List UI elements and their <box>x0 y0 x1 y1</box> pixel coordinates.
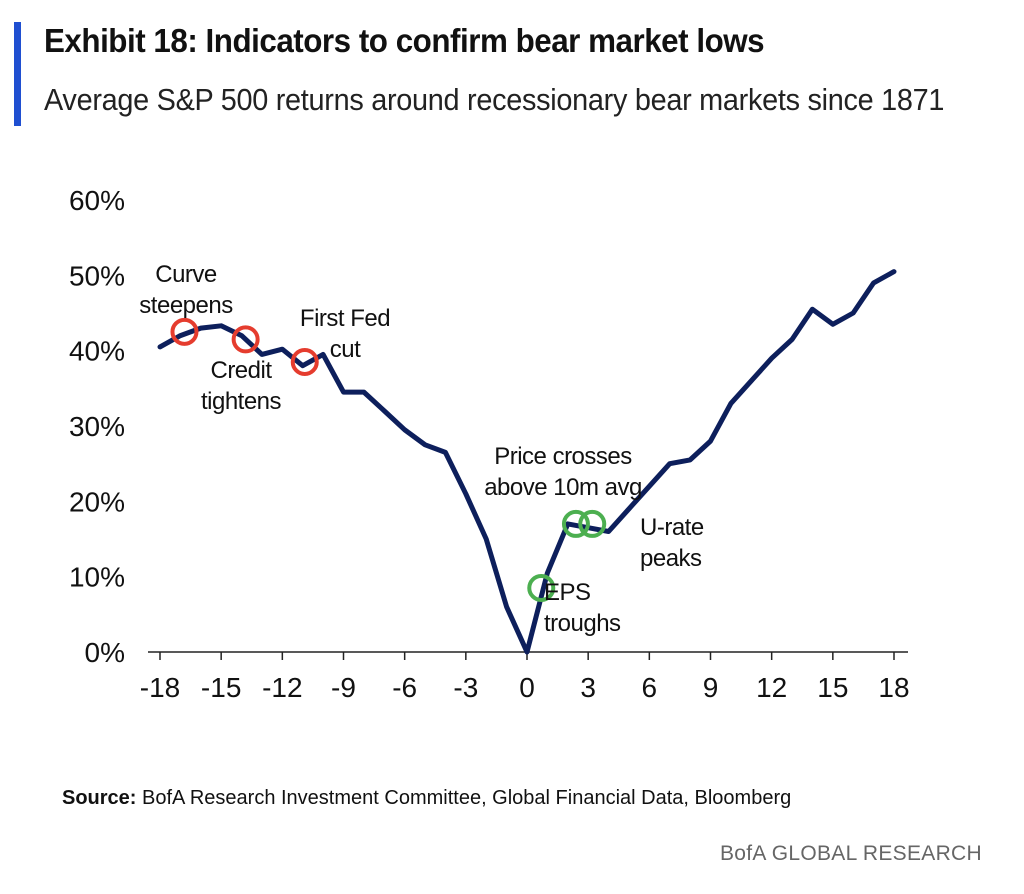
annotation-marker <box>231 325 260 354</box>
x-tick-label: -12 <box>262 672 302 703</box>
annotation-markers <box>170 317 607 602</box>
annotation-marker <box>170 317 199 346</box>
x-tick-label: -9 <box>331 672 356 703</box>
annotation-marker <box>527 573 556 602</box>
y-tick-label: 30% <box>69 411 125 442</box>
y-tick-label: 40% <box>69 336 125 367</box>
annotation-label: troughs <box>544 610 621 637</box>
annotation-label: tightens <box>201 388 282 415</box>
y-tick-label: 60% <box>69 185 125 216</box>
annotation-label: above 10m avg <box>484 474 642 501</box>
annotation-label: cut <box>330 336 361 363</box>
x-tick-label: 12 <box>756 672 787 703</box>
x-tick-label: 0 <box>519 672 535 703</box>
y-tick-label: 0% <box>85 637 125 668</box>
x-tick-label: -6 <box>392 672 417 703</box>
line-chart: 0% 10% 20% 30% 40% 50% 60% -18 -15 -12 -9 -6 -3 0 3 6 9… <box>69 185 910 703</box>
annotation-marker <box>290 347 319 376</box>
annotation-label: Credit <box>210 357 272 384</box>
source-note: Source: BofA Research Investment Committ… <box>62 787 791 810</box>
accent-bar <box>14 22 21 126</box>
x-tick-label: 6 <box>642 672 658 703</box>
annotation-marker <box>578 509 607 538</box>
annotation-label: steepens <box>139 292 233 319</box>
annotation-marker <box>561 509 590 538</box>
annotation-label: U-rate <box>640 514 704 541</box>
source-text: BofA Research Investment Committee, Glob… <box>142 787 792 809</box>
x-tick-label: -3 <box>453 672 478 703</box>
x-tick-label: -18 <box>140 672 180 703</box>
annotation-labels: Curve steepens Credit tightens First Fed cut E… <box>139 261 704 637</box>
x-axis: -18 -15 -12 -9 -6 -3 0 3 6 9 12 15 18 <box>140 652 910 703</box>
y-tick-label: 50% <box>69 260 125 291</box>
y-tick-label: 20% <box>69 486 125 517</box>
annotation-label: First Fed <box>300 305 390 332</box>
x-tick-label: 9 <box>703 672 719 703</box>
source-label: Source: <box>62 787 137 809</box>
chart-subtitle: Average S&P 500 returns around recession… <box>44 82 945 117</box>
annotation-label: Price crosses <box>494 443 632 470</box>
x-tick-label: -15 <box>201 672 241 703</box>
annotation-label: EPS <box>544 579 591 606</box>
x-tick-label: 18 <box>878 672 909 703</box>
annotation-label: Curve <box>155 261 217 288</box>
x-tick-label: 15 <box>817 672 848 703</box>
brand-label: BofA GLOBAL RESEARCH <box>720 842 982 865</box>
x-tick-label: 3 <box>580 672 596 703</box>
y-axis: 0% 10% 20% 30% 40% 50% 60% <box>69 185 125 668</box>
chart-title: Exhibit 18: Indicators to confirm bear m… <box>44 22 765 59</box>
y-tick-label: 10% <box>69 562 125 593</box>
series-line-sp500-returns <box>157 269 897 655</box>
annotation-label: peaks <box>640 545 702 572</box>
